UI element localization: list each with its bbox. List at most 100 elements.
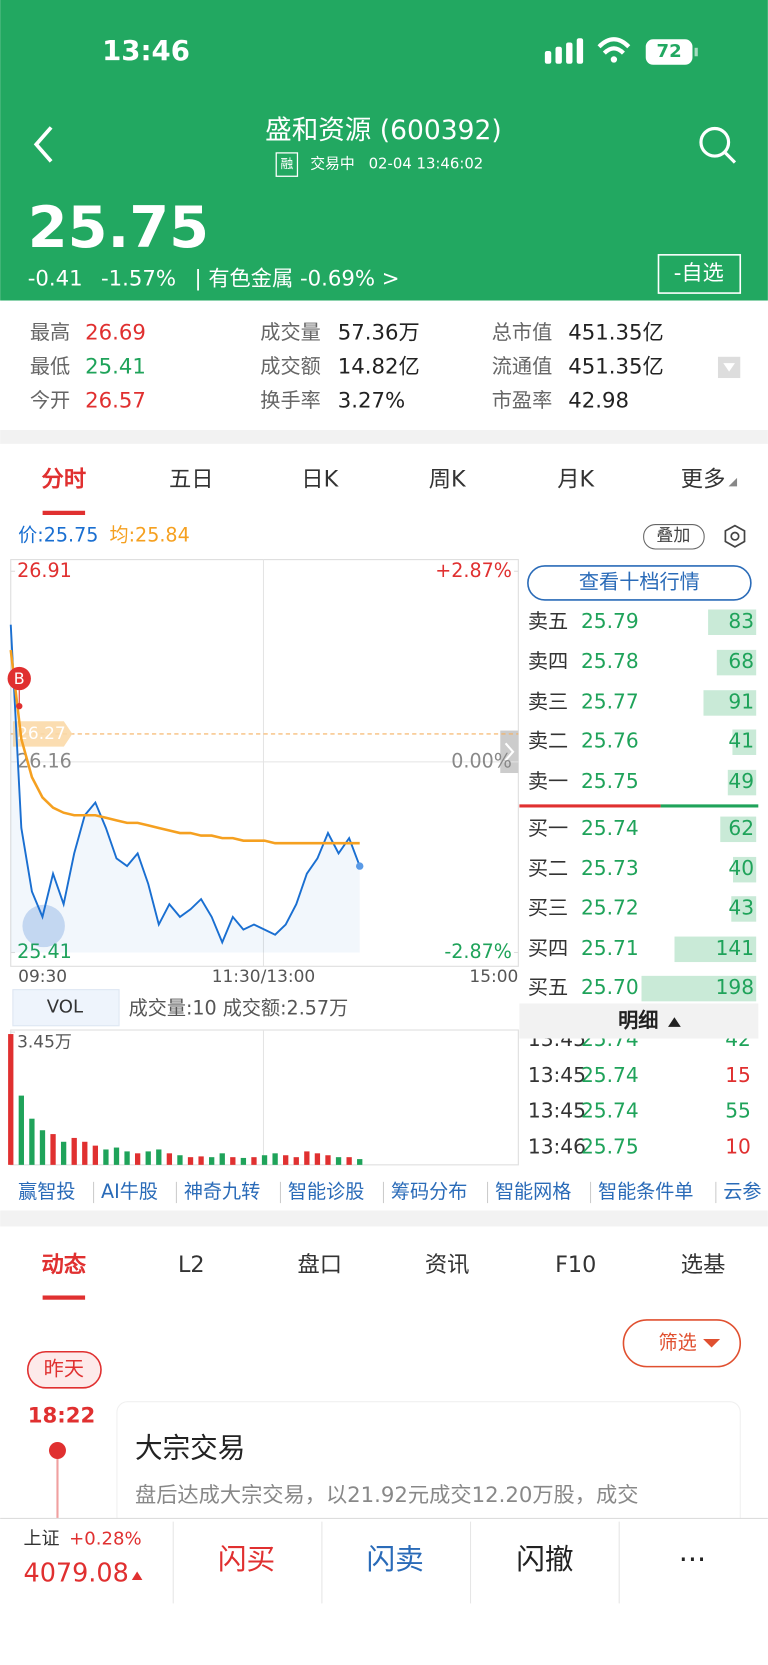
chart-tab[interactable]: 分时 [42, 466, 87, 492]
action-button[interactable]: 闪买 [218, 1542, 275, 1576]
up-arrow [131, 1571, 143, 1581]
volume-bar [177, 1155, 183, 1165]
sector[interactable]: | 有色金属 -0.69% > [194, 266, 399, 291]
detail-title[interactable]: 明细 [618, 1008, 658, 1032]
battery-tip [694, 47, 698, 57]
watch-label[interactable]: -自选 [674, 261, 724, 286]
book-label: 买二 [528, 856, 568, 880]
volume-bar [325, 1155, 331, 1165]
depth-button-label[interactable]: 查看十档行情 [579, 569, 700, 593]
tool-link[interactable]: 神奇九转 [184, 1180, 260, 1203]
header-bg [0, 0, 768, 301]
depth-button[interactable] [527, 565, 752, 601]
wifi-icon [610, 56, 618, 63]
volume-bar [166, 1153, 173, 1165]
watch-button[interactable] [657, 254, 742, 294]
overlay-button[interactable] [643, 524, 705, 550]
chart-tab[interactable]: 月K [557, 466, 595, 492]
vol-label: VOL [47, 997, 83, 1018]
buy-marker-dot [16, 702, 23, 710]
detail-price: 25.74 [581, 1098, 639, 1122]
action-button[interactable]: 闪卖 [366, 1542, 423, 1576]
x-tick-label: 15:00 [469, 967, 518, 987]
chart-tab[interactable]: 周K [429, 466, 467, 492]
stat-label: 成交量 [260, 320, 320, 344]
trade-datetime: 02-04 13:46:02 [369, 155, 484, 173]
expand-icon [723, 363, 735, 372]
chart-tab[interactable]: 五日 [169, 466, 214, 492]
depth-bar [727, 769, 757, 796]
vol-tick-label: 3.45万 [17, 1033, 72, 1053]
book-label: 买五 [528, 975, 568, 999]
stat-value: 14.82亿 [338, 354, 420, 379]
depth-bar [731, 896, 757, 922]
detail-time: 13:46 [528, 1134, 586, 1158]
tool-link[interactable]: 智能诊股 [288, 1180, 364, 1203]
volume-bar [346, 1157, 352, 1165]
chart-tab[interactable]: 日K [301, 466, 339, 492]
stat-value: 25.41 [85, 354, 146, 379]
detail-arrow [668, 1017, 681, 1027]
news-tab[interactable]: 选基 [681, 1252, 726, 1278]
news-tab[interactable]: 动态 [42, 1251, 87, 1278]
action-button[interactable]: 闪撤 [516, 1542, 573, 1576]
volume-bar [283, 1155, 289, 1165]
volume-bar [209, 1157, 215, 1165]
news-card[interactable] [116, 1401, 741, 1530]
price-label: 价:25.75 [18, 524, 98, 547]
book-volume: 41 [728, 729, 754, 753]
bottom-bar [0, 1518, 768, 1665]
tool-link[interactable]: 云参 [723, 1180, 761, 1203]
book-volume: 141 [716, 936, 754, 960]
tool-link[interactable]: 赢智投 [18, 1180, 75, 1203]
day-label: 昨天 [44, 1356, 84, 1380]
avg-label: 均:25.84 [110, 524, 190, 547]
chart-tab[interactable]: 更多 [681, 466, 726, 492]
stat-label: 总市值 [492, 320, 552, 344]
tool-link[interactable]: 智能条件单 [598, 1180, 694, 1203]
stat-value: 57.36万 [338, 320, 420, 345]
tool-link[interactable]: 筹码分布 [391, 1180, 467, 1203]
battery-level: 72 [657, 41, 682, 62]
overlay-label[interactable]: 叠加 [656, 526, 690, 546]
book-price: 25.78 [581, 649, 639, 673]
stat-label: 流通值 [492, 354, 552, 378]
tool-link[interactable]: AI牛股 [101, 1180, 158, 1203]
book-price: 25.76 [581, 729, 639, 753]
x-tick-label: 11:30/13:00 [212, 967, 316, 987]
settings-icon[interactable] [724, 524, 746, 548]
buy-marker [7, 666, 31, 691]
volume-bar [39, 1130, 46, 1165]
filter-label[interactable]: 筛选 [658, 1331, 696, 1354]
news-tab[interactable]: 资讯 [425, 1252, 470, 1278]
news-title[interactable]: 大宗交易 [135, 1431, 245, 1464]
fullscreen-button[interactable] [22, 904, 65, 948]
change-pct: -1.57% [101, 266, 176, 291]
detail-volume: 55 [725, 1098, 751, 1122]
stat-value: 3.27% [338, 388, 405, 413]
timeline-dot [48, 1442, 66, 1459]
back-button[interactable] [33, 126, 53, 163]
search-button[interactable] [699, 126, 737, 164]
stat-label: 最高 [30, 320, 70, 344]
action-button[interactable]: ··· [679, 1542, 706, 1576]
news-tab[interactable]: L2 [178, 1252, 205, 1278]
volume-bar [18, 1095, 24, 1165]
detail-volume: 15 [725, 1063, 751, 1087]
book-volume: 91 [728, 689, 754, 713]
vol-info: 成交量:10 成交额:2.57万 [129, 996, 349, 1019]
news-tab[interactable]: 盘口 [297, 1252, 342, 1278]
filter-button[interactable] [622, 1319, 742, 1368]
detail-header[interactable] [519, 1003, 759, 1039]
book-volume: 62 [728, 816, 754, 840]
book-label: 买一 [528, 816, 568, 840]
detail-time: 13:45 [528, 1098, 586, 1122]
news-tab[interactable]: F10 [555, 1252, 596, 1278]
status-time: 13:46 [102, 34, 190, 67]
depth-bar [732, 729, 757, 755]
tool-link[interactable]: 智能网格 [495, 1180, 571, 1203]
stat-value: 451.35亿 [568, 320, 663, 345]
volume-bar [82, 1141, 88, 1165]
separator [0, 1210, 768, 1227]
